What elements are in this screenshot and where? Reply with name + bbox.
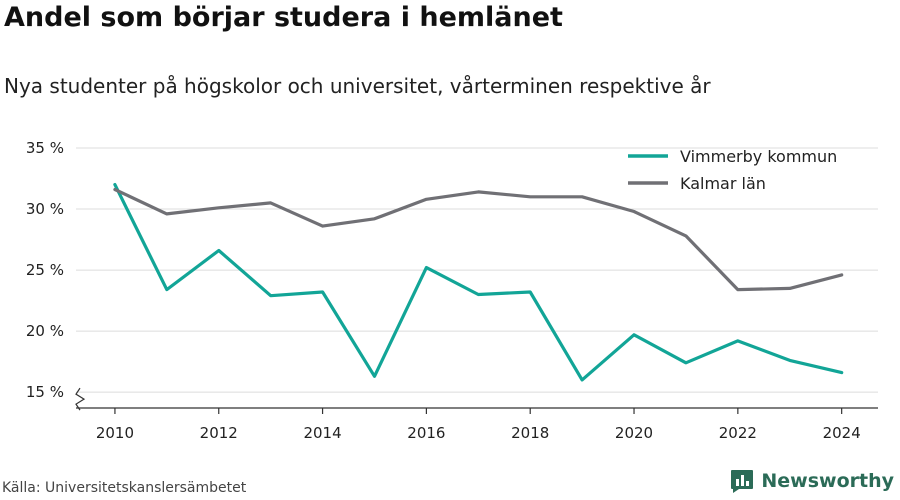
y-tick-label: 20 % [26,322,64,340]
x-tick-label: 2012 [200,424,238,442]
x-tick-label: 2018 [511,424,549,442]
legend-label: Vimmerby kommun [680,147,837,166]
newsworthy-logo-icon [731,470,754,493]
y-tick-labels: 15 % 20 % 25 % 30 % 35 % [26,139,64,401]
y-axis-break-icon [75,387,86,411]
y-tick-label: 25 % [26,261,64,279]
x-tick-label: 2020 [615,424,653,442]
x-tick-label: 2022 [719,424,757,442]
x-axis [76,407,878,414]
series-lines [113,183,844,382]
brand-name: Newsworthy [761,470,894,492]
chart-subtitle: Nya studenter på högskolor och universit… [4,74,711,98]
x-tick-label: 2014 [303,424,341,442]
source-note: Källa: Universitetskanslersämbetet [2,480,247,496]
x-tick-label: 2010 [96,424,134,442]
legend: Vimmerby kommun Kalmar län [628,147,837,193]
chart-title: Andel som börjar studera i hemlänet [4,2,563,33]
x-tick-label: 2024 [823,424,861,442]
brand-logo: Newsworthy [729,468,894,494]
series-line-1 [113,187,844,292]
axis-break-zigzag [75,387,86,411]
x-tick-labels: 2010 2012 2014 2016 2018 2020 2022 2024 [96,424,861,442]
x-tick-label: 2016 [407,424,445,442]
y-tick-label: 35 % [26,139,64,157]
y-tick-label: 30 % [26,200,64,218]
series-line-0 [113,183,844,382]
y-tick-label: 15 % [26,383,64,401]
legend-label: Kalmar län [680,174,766,193]
